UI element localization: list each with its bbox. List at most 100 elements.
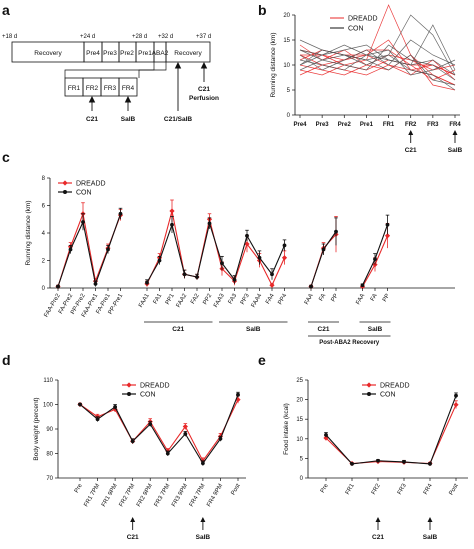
chart-e-con-point bbox=[402, 460, 406, 464]
chart-c-seg1-con-point bbox=[207, 221, 212, 226]
chart-c-seg0-con-point bbox=[68, 247, 73, 252]
expansion-line-right bbox=[138, 62, 167, 78]
arrow-label-c21salb: C21/SalB bbox=[164, 116, 192, 123]
chart-e-con-line bbox=[325, 395, 457, 465]
chart-b-individual-line-15 bbox=[299, 44, 456, 76]
chart-c-seg0-con-point bbox=[118, 211, 123, 216]
chart-c-ytick-label: 4 bbox=[42, 231, 46, 237]
panel-letter-e: e bbox=[258, 352, 266, 368]
chart-c-ytick-label: 8 bbox=[42, 176, 46, 182]
chart-c-seg1-con-line bbox=[146, 221, 286, 283]
arrow-label-perfusion: Perfusion bbox=[189, 95, 219, 102]
chart-b-xtick-label: Pre2 bbox=[338, 122, 352, 128]
chart-b-individual-line-1 bbox=[299, 4, 456, 86]
chart-b-ytick-label: 5 bbox=[287, 88, 291, 94]
chart-c-ytick-label: 6 bbox=[42, 204, 46, 210]
chart-c-seg1-con-point bbox=[145, 280, 149, 285]
chart-e-xtick-label: FR3 bbox=[397, 482, 408, 495]
chart-e-dreadd-line bbox=[325, 404, 457, 465]
panel-letter-a: a bbox=[2, 2, 10, 18]
chart-e-xtick-label: FR4 bbox=[423, 482, 434, 495]
arrow-c21-fr2-head bbox=[88, 95, 96, 103]
box-pre2-label: Pre2 bbox=[120, 50, 134, 57]
chart-c-seg1-xtick-label: FAA4 bbox=[251, 292, 264, 308]
chart-d-con-point bbox=[95, 417, 100, 422]
chart-c-seg1-xtick-label: FA3 bbox=[228, 292, 239, 305]
chart-b-individual-line-6 bbox=[300, 49, 456, 76]
arrow-label-salb: SalB bbox=[121, 116, 136, 123]
chart-d-legend-label-dreadd: DREADD bbox=[140, 383, 170, 390]
panel-letter-b: b bbox=[258, 2, 267, 18]
chart-c-seg0-con-point bbox=[56, 284, 60, 289]
chart-b-ytick-label: 20 bbox=[283, 13, 290, 19]
chart-b-individual-line-10 bbox=[299, 49, 456, 76]
chart-c-seg1-xtick-label: PP1 bbox=[165, 292, 176, 305]
chart-d-ytick-label: 70 bbox=[46, 476, 53, 482]
chart-c-seg1-con-point bbox=[232, 277, 237, 282]
chart-c-seg3-xtick-label: FAA bbox=[355, 293, 366, 306]
box-pre1-label: Pre1 bbox=[138, 50, 152, 57]
chart-c-seg1-xtick-label: PP4 bbox=[277, 292, 288, 305]
chart-b-c21-arrow-head bbox=[408, 130, 414, 135]
chart-c-seg2-con-point bbox=[334, 229, 338, 234]
chart-c-seg1-con-point bbox=[157, 258, 162, 263]
chart-d-con-point bbox=[183, 432, 188, 436]
chart-c-seg3-dreadd-point bbox=[384, 233, 391, 239]
chart-d-xtick-label: FR1 9PM bbox=[101, 483, 119, 508]
chart-c-ylabel: Running distance (km) bbox=[25, 200, 32, 265]
chart-c-seg1-xtick-label: PP3 bbox=[240, 292, 251, 305]
chart-d-dreadd-point bbox=[182, 423, 188, 430]
chart-e-xtick-label: Pre bbox=[320, 482, 330, 494]
arrow-c21-perfusion-head bbox=[200, 61, 208, 69]
chart-c-seg1-con-point bbox=[270, 272, 274, 277]
panel-letter-c: c bbox=[2, 149, 10, 165]
chart-c-seg3-con-point bbox=[373, 257, 377, 262]
chart-c-seg2-con-point bbox=[321, 247, 326, 252]
chart-c-seg1-dreadd-point bbox=[244, 241, 250, 247]
box-aba2-label: ABA2 bbox=[152, 50, 169, 57]
panel-a: a +18 d +24 d +28 d +32 d +37 d Recovery… bbox=[2, 2, 219, 123]
chart-d-xtick-label: Pre bbox=[74, 482, 84, 494]
chart-b-xtick-label: FR2 bbox=[405, 122, 417, 128]
chart-d-ytick-label: 100 bbox=[43, 403, 54, 409]
chart-c-seg1-con-point bbox=[282, 243, 287, 248]
chart-d-xtick-label: Post bbox=[231, 483, 242, 497]
chart-d-salb-arrow-head bbox=[200, 517, 206, 522]
chart-e-ylabel: Food intake (kcal) bbox=[283, 403, 290, 455]
chart-e-con-point bbox=[324, 432, 328, 437]
chart-e-con-point bbox=[350, 461, 354, 466]
chart-d-ytick-label: 90 bbox=[46, 427, 53, 433]
arrow-salb-fr4-head bbox=[124, 95, 132, 103]
chart-c-seg1-con-point bbox=[245, 233, 249, 238]
chart-e-xtick-label: FR2 bbox=[371, 482, 382, 495]
timeline-tick-32d: +32 d bbox=[158, 34, 173, 40]
chart-c-bracket-label-2: C21 bbox=[318, 326, 330, 333]
chart-b-xtick-label: FR3 bbox=[427, 122, 439, 128]
box-fr1-label: FR1 bbox=[68, 85, 81, 92]
chart-c-seg0-con-point bbox=[93, 281, 98, 286]
chart-d-con-point bbox=[113, 405, 118, 409]
chart-b-ytick-label: 15 bbox=[283, 38, 290, 44]
chart-d-xtick-label: FR2 7PM bbox=[119, 483, 137, 508]
chart-e-ytick-label: 20 bbox=[296, 398, 303, 404]
chart-d-legend-marker-dreadd bbox=[126, 382, 132, 388]
box-recovery-2 bbox=[165, 41, 211, 63]
chart-d-con-point bbox=[165, 451, 170, 456]
chart-d-xtick-label: FR3 7PM bbox=[154, 483, 172, 508]
chart-c-bracket-label-1: SalB bbox=[246, 326, 261, 333]
chart-c-legend-label-con: CON bbox=[76, 190, 92, 197]
chart-b-ylabel: Running distance (km) bbox=[270, 32, 277, 97]
chart-d-xtick-label: FR1 7PM bbox=[83, 483, 101, 508]
chart-c-seg1-dreadd-point bbox=[269, 282, 275, 288]
chart-d-dreadd-line bbox=[79, 399, 239, 462]
chart-c-seg0-xtick-label: FAA-Pre2 bbox=[44, 292, 63, 318]
chart-c-seg2-xtick-label: FA bbox=[318, 293, 327, 302]
chart-b-legend-label-con: CON bbox=[348, 26, 364, 33]
chart-e-dreadd-point bbox=[453, 402, 459, 408]
chart-e-ytick-label: 0 bbox=[300, 476, 304, 482]
chart-c-seg3-xtick-label: PP bbox=[382, 293, 391, 303]
timeline-tick-24d: +24 d bbox=[80, 34, 95, 40]
chart-e-con-point bbox=[454, 393, 458, 398]
chart-e-legend-marker-dreadd bbox=[366, 382, 372, 388]
